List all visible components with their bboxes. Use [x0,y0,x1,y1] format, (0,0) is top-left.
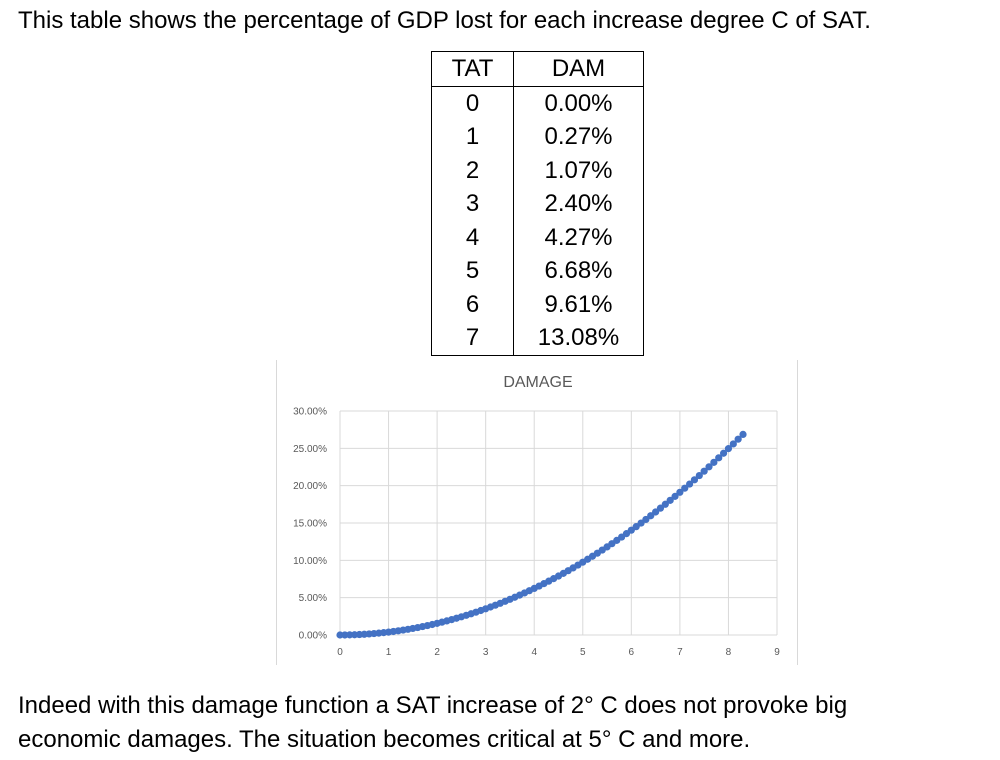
data-point [710,458,718,466]
data-point [690,476,699,484]
chart-svg: DAMAGE 0.00% 5.00% 10.00% 15.00% 20.00% 25.00… [293,374,780,659]
data-point [661,500,669,508]
data-point [700,467,708,475]
table-row: 0 0.00% [431,86,644,121]
header-dam: DAM [513,51,644,87]
data-point [681,484,689,492]
x-tick-label: 6 [629,647,635,658]
header-tat: TAT [431,51,514,87]
tat-cell: 1 [431,120,514,154]
conclusion-text: Indeed with this damage function a SAT i… [18,689,988,757]
data-point [686,480,694,488]
table-row: 2 1.07% [431,154,644,188]
data-point [695,471,703,480]
dam-cell: 0.27% [544,123,613,151]
y-tick-label: 25.00% [293,444,327,455]
x-tick-label: 1 [386,647,392,658]
y-tick-label: 30.00% [293,407,327,418]
x-tick-label: 9 [774,647,780,658]
x-tick-label: 2 [434,647,440,658]
data-point [729,440,737,448]
gridlines [339,410,778,636]
x-tick-label: 3 [483,647,489,658]
table-row: 4 4.27% [431,221,644,255]
tat-cell: 5 [431,254,514,288]
tick-labels: 0.00% 5.00% 10.00% 15.00% 20.00% 25.00% 30.00%… [293,407,780,659]
data-point [676,488,684,496]
table-row: 3 2.40% [431,187,644,221]
damage-table: TAT DAM 0 0.00% 1 0.27% 2 1.07% 3 2.40% … [431,51,644,356]
data-point [719,449,728,457]
tat-cell: 0 [431,86,514,121]
data-points [336,430,747,639]
x-tick-label: 0 [337,647,343,658]
dam-cell: 0.00% [544,89,613,117]
y-tick-label: 20.00% [293,481,327,492]
damage-chart: DAMAGE 0.00% 5.00% 10.00% 15.00% 20.00% 25.00… [276,360,798,665]
data-point [652,508,660,516]
dam-cell: 9.61% [544,290,613,318]
conclusion-line-2: economic damages. The situation becomes … [18,726,751,753]
table-row: 1 0.27% [431,120,644,154]
tat-cell: 3 [431,187,514,221]
data-point [656,504,665,512]
chart-title: DAMAGE [503,374,572,391]
data-point [705,463,713,471]
dam-cell: 13.08% [537,324,620,352]
tat-cell: 4 [431,221,514,255]
table-row: 5 6.68% [431,254,644,288]
data-point [724,445,733,453]
y-tick-label: 0.00% [299,631,327,642]
table-row: 7 13.08% [431,321,644,356]
x-tick-label: 4 [531,647,537,658]
intro-text: This table shows the percentage of GDP l… [18,7,871,34]
tat-cell: 6 [431,288,514,322]
x-tick-label: 5 [580,647,586,658]
data-point [739,430,747,438]
conclusion-line-1: Indeed with this damage function a SAT i… [18,692,848,719]
x-tick-label: 8 [726,647,732,658]
dam-cell: 4.27% [544,223,613,251]
y-tick-label: 5.00% [299,593,327,604]
data-point [734,435,742,443]
dam-cell: 6.68% [544,257,613,285]
tat-cell: 7 [431,321,514,356]
data-point [671,492,679,500]
tat-cell: 2 [431,154,514,188]
x-tick-label: 7 [677,647,683,658]
dam-cell: 1.07% [544,156,613,184]
table-header-row: TAT DAM [431,51,644,87]
data-point [715,454,723,462]
y-tick-label: 10.00% [293,556,327,567]
table-row: 6 9.61% [431,288,644,322]
data-point [647,512,655,520]
dam-cell: 2.40% [544,190,613,218]
data-point [666,496,674,504]
y-tick-label: 15.00% [293,519,327,530]
